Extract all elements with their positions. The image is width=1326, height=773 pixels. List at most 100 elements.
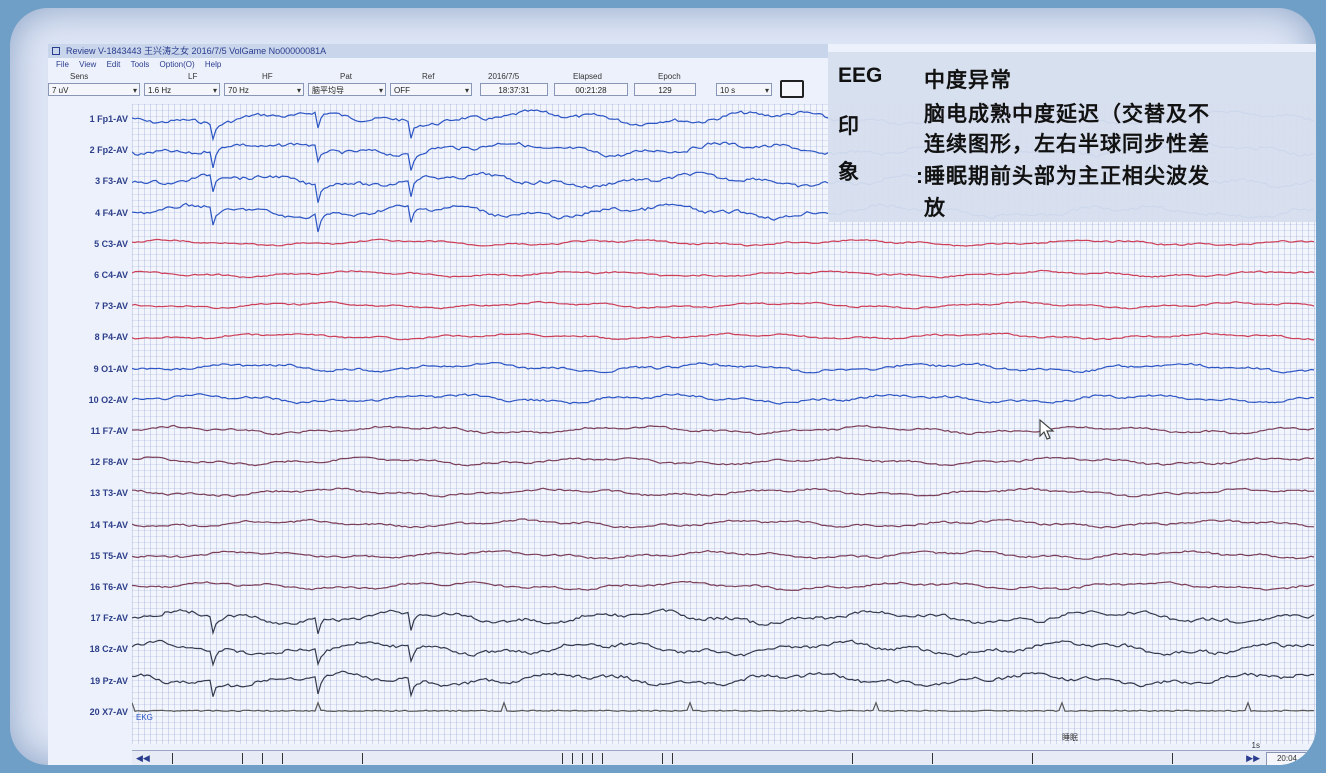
report-label-eeg: EEG [838, 64, 883, 87]
channel-number: 6 [94, 270, 100, 280]
channel-label[interactable]: 17 Fz-AV [48, 613, 128, 623]
channel-label[interactable]: 7 P3-AV [48, 301, 128, 311]
channel-label[interactable]: 12 F8-AV [48, 457, 128, 467]
timeline-marker [362, 753, 363, 764]
ref-select[interactable]: OFF [390, 83, 472, 97]
menu-view[interactable]: View [79, 60, 97, 69]
channel-name: T3-AV [102, 488, 128, 499]
toolbar-labels: Sens LF HF Pat Ref 2016/7/5 Elapsed Epoc… [48, 71, 828, 83]
channel-number: 2 [89, 145, 95, 156]
channel-label[interactable]: 9 O1-AV [48, 364, 128, 374]
channel-label[interactable]: 18 Cz-AV [48, 644, 128, 654]
channel-label[interactable]: 6 C4-AV [48, 270, 128, 280]
channel-label[interactable]: 1 Fp1-AV [48, 114, 128, 124]
channel-label[interactable]: 11 F7-AV [48, 426, 128, 436]
timeline-marker [582, 753, 583, 764]
channel-number: 19 [90, 675, 101, 686]
timeline-marker [282, 753, 283, 764]
channel-name: P3-AV [102, 301, 128, 312]
eeg-trace-C3-AV [131, 238, 1315, 247]
channel-name: F3-AV [102, 176, 128, 187]
channel-name: Fp2-AV [97, 145, 128, 156]
channel-number: 9 [93, 363, 99, 374]
date-label: 2016/7/5 [488, 72, 520, 81]
scroll-left-button[interactable]: ◀◀ [136, 753, 150, 763]
window-title: Review V-1843443 王兴涛之女 2016/7/5 VolGame … [66, 46, 327, 56]
time-scrollbar[interactable]: ◀◀ 1s ▶▶ 20:04 [132, 741, 1316, 765]
channel-label[interactable]: 16 T6-AV [48, 582, 128, 592]
menu-option[interactable]: Option(O) [159, 60, 195, 69]
time-display: 20:04 [1266, 752, 1308, 765]
report-label-xiang: 象 [838, 161, 859, 184]
menu-help[interactable]: Help [204, 60, 222, 69]
menu-edit[interactable]: Edit [106, 60, 121, 69]
channel-name: Fp1-AV [97, 114, 128, 124]
eeg-trace-Cz-AV [131, 639, 1315, 667]
channel-number: 7 [94, 301, 100, 312]
channel-name: O1-AV [101, 363, 128, 374]
channel-name: Fz-AV [103, 613, 128, 624]
report-label-yin: 印 [838, 115, 859, 138]
eeg-trace-P3-AV [131, 300, 1315, 310]
ref-label: Ref [422, 72, 435, 81]
report-line-2: 连续图形，左右半球同步性差 [924, 133, 1210, 156]
channel-label[interactable]: 15 T5-AV [48, 551, 128, 561]
menu-tools[interactable]: Tools [130, 60, 150, 69]
channel-name: C3-AV [101, 238, 128, 249]
channel-number: 8 [94, 332, 100, 343]
timeline-marker [672, 753, 673, 764]
lf-select[interactable]: 1.6 Hz [144, 83, 220, 97]
sens-select[interactable]: 7 uV [48, 83, 140, 97]
channel-label[interactable]: 8 P4-AV [48, 332, 128, 342]
timeline-marker [1172, 753, 1173, 764]
window-titlebar: Review V-1843443 王兴涛之女 2016/7/5 VolGame … [48, 44, 828, 58]
channel-label[interactable]: 13 T3-AV [48, 488, 128, 498]
channel-label[interactable]: 20 X7-AV [48, 707, 128, 717]
time-field: 18:37:31 [480, 83, 548, 96]
channel-label[interactable]: 4 F4-AV [48, 208, 128, 218]
channel-number: 3 [95, 176, 101, 187]
channel-number: 18 [89, 644, 100, 655]
eeg-trace-F8-AV [131, 456, 1315, 467]
eeg-trace-O2-AV [131, 393, 1315, 405]
eeg-trace-T4-AV [131, 518, 1315, 529]
epoch-label: Epoch [658, 72, 681, 81]
print-icon[interactable] [780, 80, 804, 98]
channel-number: 17 [90, 613, 101, 624]
channel-number: 11 [90, 426, 101, 436]
timeline-marker [932, 753, 933, 764]
toolbar-fields: 7 uV 1.6 Hz 70 Hz 脑平均导 OFF 18:37:31 00:2… [48, 80, 828, 98]
channel-number: 12 [90, 457, 101, 468]
epoch-field[interactable]: 129 [634, 83, 696, 96]
channel-number: 1 [89, 114, 95, 124]
channel-number: 20 [89, 706, 100, 717]
timeline-marker [852, 753, 853, 764]
hf-label: HF [262, 72, 273, 81]
scroll-right-button[interactable]: ▶▶ [1246, 753, 1260, 763]
menu-file[interactable]: File [56, 60, 69, 69]
timeline-marker [602, 753, 603, 764]
photo-frame: Review V-1843443 王兴涛之女 2016/7/5 VolGame … [10, 8, 1316, 765]
timeline-marker [242, 753, 243, 764]
channel-label[interactable]: 5 C3-AV [48, 239, 128, 249]
montage-select[interactable]: 脑平均导 [308, 83, 386, 97]
channel-name: F4-AV [102, 207, 128, 218]
timeline-marker [172, 753, 173, 764]
channel-label[interactable]: 10 O2-AV [48, 395, 128, 405]
channel-label[interactable]: 2 Fp2-AV [48, 145, 128, 155]
report-overlay: EEG 中度异常 印 脑电成熟中度延迟（交替及不 连续图形，左右半球同步性差 象… [828, 52, 1316, 222]
timeline-marker [572, 753, 573, 764]
mouse-pointer-icon [1039, 418, 1055, 440]
channel-label[interactable]: 3 F3-AV [48, 176, 128, 186]
page-duration-select[interactable]: 10 s [716, 83, 772, 97]
channel-name: T6-AV [102, 582, 128, 592]
channel-name: C4-AV [101, 270, 128, 280]
hf-select[interactable]: 70 Hz [224, 83, 304, 97]
channel-name: P4-AV [102, 332, 128, 343]
eeg-trace-F7-AV [132, 424, 1315, 436]
channel-label[interactable]: 19 Pz-AV [48, 676, 128, 686]
eeg-trace-P4-AV [131, 332, 1315, 341]
channel-label[interactable]: 14 T4-AV [48, 520, 128, 530]
channel-number: 16 [90, 582, 101, 592]
timeline-marker [1032, 753, 1033, 764]
